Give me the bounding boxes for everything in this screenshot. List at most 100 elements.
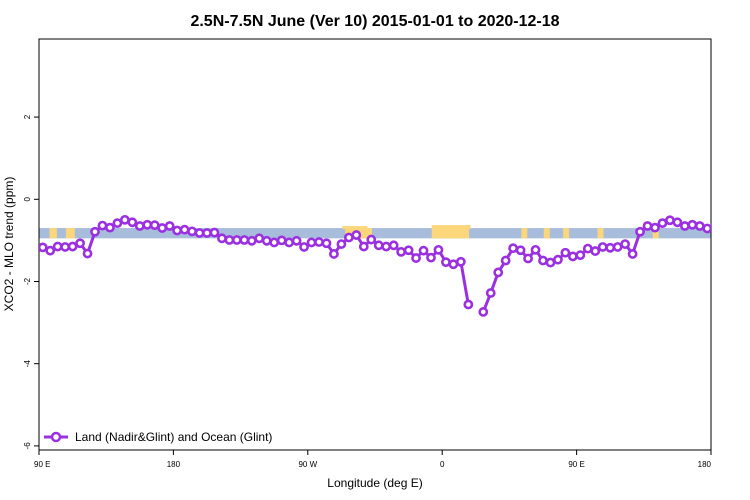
data-point xyxy=(418,245,429,256)
data-point xyxy=(261,235,272,246)
legend-label: Land (Nadir&Glint) and Ocean (Glint) xyxy=(75,430,272,444)
land-patch xyxy=(65,228,75,239)
data-point xyxy=(157,223,168,233)
land-patch xyxy=(431,225,471,230)
data-point xyxy=(209,227,220,238)
data-point xyxy=(306,237,317,248)
data-point xyxy=(336,239,347,249)
data-point xyxy=(426,252,436,263)
data-point xyxy=(119,214,130,225)
data-point xyxy=(642,221,653,231)
data-point xyxy=(433,244,444,255)
data-point xyxy=(403,245,414,256)
data-point xyxy=(194,228,205,238)
data-point xyxy=(388,240,399,251)
legend: Land (Nadir&Glint) and Ocean (Glint) xyxy=(44,430,272,444)
y-tick-label: -2 xyxy=(23,277,32,285)
x-axis: 90 E 180 90 W 0 90 E 180 xyxy=(34,450,712,469)
data-point xyxy=(515,245,526,256)
ocean-band xyxy=(39,228,711,239)
data-point xyxy=(187,226,197,237)
y-tick-label: 0 xyxy=(23,197,32,202)
legend-marker xyxy=(50,431,62,443)
data-point xyxy=(254,233,265,244)
x-axis-label: Longitude (deg E) xyxy=(327,476,422,490)
data-point xyxy=(179,224,190,235)
data-point xyxy=(396,246,407,257)
data-point xyxy=(657,218,668,229)
x-tick-label: 90 E xyxy=(34,460,50,469)
data-point xyxy=(553,254,563,265)
data-point xyxy=(575,250,586,261)
x-tick-label: 90 E xyxy=(568,460,584,469)
data-point xyxy=(448,259,459,270)
data-point xyxy=(112,218,123,229)
data-point xyxy=(314,237,324,247)
data-point xyxy=(299,242,309,252)
data-point xyxy=(202,228,212,238)
x-tick-label: 180 xyxy=(698,460,712,469)
data-point xyxy=(582,243,593,254)
data-point xyxy=(702,223,711,234)
y-tick-label: -4 xyxy=(23,360,32,368)
data-point xyxy=(164,221,175,231)
x-tick-label: 180 xyxy=(167,460,181,469)
y-tick-label: -6 xyxy=(23,442,32,450)
land-patch xyxy=(543,228,550,239)
data-point xyxy=(172,225,183,236)
data-point xyxy=(60,242,71,252)
data-point xyxy=(75,238,85,249)
data-point xyxy=(620,239,631,249)
data-point xyxy=(679,221,690,231)
data-point xyxy=(269,237,280,248)
land-patch xyxy=(431,228,470,239)
data-point xyxy=(97,220,108,231)
data-point xyxy=(597,242,608,252)
land-patch xyxy=(597,228,604,239)
data-point xyxy=(530,244,541,255)
data-point xyxy=(635,226,645,237)
data-point xyxy=(127,217,138,228)
data-point xyxy=(694,221,705,231)
data-point xyxy=(105,222,115,233)
land-patch xyxy=(49,228,57,239)
data-point xyxy=(493,267,504,278)
data-point xyxy=(321,238,332,249)
data-point xyxy=(217,233,227,244)
data-point xyxy=(358,241,369,252)
data-point xyxy=(142,219,153,230)
x-tick-label: 0 xyxy=(440,460,445,469)
data-point xyxy=(441,257,451,268)
data-point xyxy=(665,215,675,226)
data-point xyxy=(329,249,339,259)
land-patch xyxy=(652,228,659,239)
data-point xyxy=(590,246,601,256)
y-tick-label: 2 xyxy=(23,114,32,119)
data-point xyxy=(672,217,683,228)
data-point xyxy=(500,255,511,266)
data-point xyxy=(508,243,519,254)
data-point xyxy=(478,307,489,317)
data-point xyxy=(605,242,616,253)
data-point xyxy=(627,249,638,259)
data-point xyxy=(39,242,48,253)
x-tick-label: 90 W xyxy=(298,460,317,469)
data-point xyxy=(284,237,295,248)
data-point xyxy=(134,221,145,231)
data-point xyxy=(455,256,466,267)
data-point xyxy=(90,226,100,237)
data-point xyxy=(343,232,354,243)
land-patch xyxy=(342,226,368,230)
data-point xyxy=(545,257,556,268)
data-point xyxy=(650,222,660,233)
y-axis-label: XCO2 - MLO trend (ppm) xyxy=(2,177,16,312)
data-point xyxy=(224,235,235,245)
series-layer xyxy=(39,214,711,317)
data-point xyxy=(45,245,56,256)
data-point xyxy=(381,241,392,252)
data-point xyxy=(149,220,160,231)
y-axis: -6 -4 -2 0 2 xyxy=(23,114,39,449)
data-point xyxy=(351,230,362,240)
land-patch xyxy=(521,228,528,239)
